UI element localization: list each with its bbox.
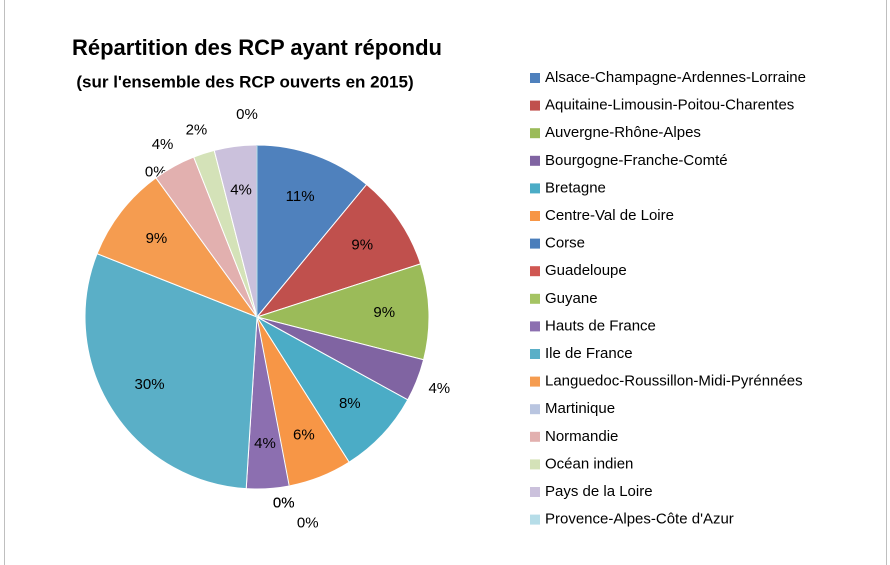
- pie-slice: [255, 263, 430, 361]
- legend-label: Guadeloupe: [545, 262, 627, 279]
- chart-subtitle: (sur l'ensemble des RCP ouverts en 2015): [76, 72, 413, 91]
- pie-slice: [96, 177, 259, 319]
- legend-label: Provence-Alpes-Côte d'Azur: [545, 511, 734, 528]
- legend-label: Aquitaine-Limousin-Poitou-Charentes: [545, 97, 794, 114]
- legend-label: Pays de la Loire: [545, 483, 653, 500]
- legend-label: Auvergne-Rhône-Alpes: [545, 124, 701, 141]
- data-label: 11%: [286, 188, 315, 205]
- legend-swatch: [530, 404, 540, 415]
- chart-title: Répartition des RCP ayant répondu: [72, 35, 442, 60]
- legend-label: Corse: [545, 235, 585, 252]
- legend-swatch: [530, 128, 540, 139]
- chart-border: [4, 0, 887, 565]
- data-label: 6%: [293, 426, 315, 443]
- data-label: 8%: [339, 395, 361, 412]
- data-label: 30%: [135, 376, 165, 393]
- legend-label: Alsace-Champagne-Ardennes-Lorraine: [545, 69, 806, 86]
- legend-label: Hauts de France: [545, 317, 656, 334]
- data-label: 9%: [146, 230, 168, 247]
- legend-label: Guyane: [545, 290, 598, 307]
- legend-label: Languedoc-Roussillon-Midi-Pyrénnées: [545, 373, 803, 390]
- data-label: 4%: [152, 136, 174, 153]
- legend-swatch: [530, 514, 540, 525]
- legend-swatch: [530, 238, 540, 249]
- legend-label: Bretagne: [545, 179, 606, 196]
- data-label: 0%: [297, 515, 319, 532]
- data-label: 9%: [373, 304, 395, 321]
- data-label: 4%: [254, 435, 276, 452]
- legend-swatch: [530, 431, 540, 442]
- legend-swatch: [530, 487, 540, 497]
- data-label: 0%: [273, 495, 295, 512]
- legend-label: Océan indien: [545, 455, 633, 472]
- legend-swatch: [530, 100, 540, 111]
- pie-slice: [84, 253, 258, 490]
- legend-swatch: [530, 293, 540, 304]
- data-label: 4%: [230, 182, 252, 199]
- legend-swatch: [530, 155, 540, 166]
- data-label: 2%: [186, 121, 208, 138]
- data-label: 9%: [351, 236, 373, 253]
- legend-swatch: [530, 349, 540, 359]
- legend-label: Normandie: [545, 428, 618, 445]
- legend-label: Martinique: [545, 400, 615, 417]
- legend-swatch: [530, 73, 540, 83]
- legend-swatch: [530, 266, 540, 277]
- legend-label: Ile de France: [545, 345, 633, 362]
- data-label: 0%: [273, 495, 295, 512]
- pie-slice: [256, 144, 368, 319]
- data-label: 4%: [428, 380, 450, 397]
- legend-swatch: [530, 459, 540, 470]
- legend-swatch: [530, 376, 540, 387]
- data-label: 0%: [236, 106, 258, 123]
- legend-swatch: [530, 321, 540, 332]
- legend-label: Centre-Val de Loire: [545, 207, 674, 224]
- legend-swatch: [530, 211, 540, 221]
- legend-swatch: [530, 183, 540, 194]
- legend-label: Bourgogne-Franche-Comté: [545, 152, 728, 169]
- pie-slice: [255, 183, 422, 319]
